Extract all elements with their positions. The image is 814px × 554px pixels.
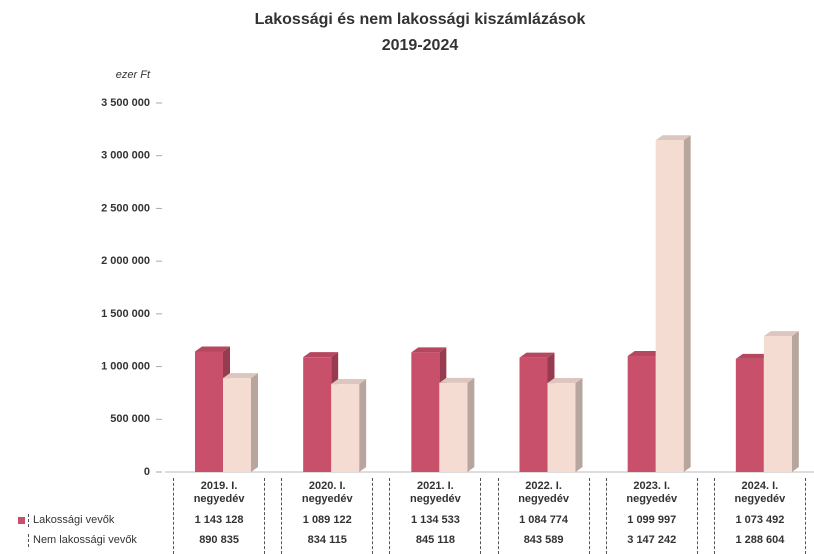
y-tick-label: 1 000 000	[101, 360, 150, 372]
bar	[411, 352, 440, 472]
category-label: 2019. I. negyedév	[173, 478, 266, 554]
chart-title: Lakossági és nem lakossági kiszámlázások	[255, 11, 586, 28]
y-tick-label: 1 500 000	[101, 308, 150, 320]
data-table-value: 1 134 533	[410, 514, 460, 526]
bar-depth	[683, 135, 691, 472]
bar-top	[627, 351, 663, 357]
bar-top	[655, 135, 691, 141]
data-table-value: 1 143 128	[194, 514, 244, 526]
y-tick-label: 3 000 000	[101, 150, 150, 162]
bar-top	[519, 352, 555, 358]
bar	[547, 383, 576, 472]
bar	[763, 336, 792, 472]
bar-top	[411, 347, 447, 353]
bar-top	[735, 353, 771, 359]
bar-top	[303, 352, 339, 358]
data-table-value: 834 115	[307, 534, 347, 546]
data-table-value: 845 118	[415, 534, 455, 546]
bar	[627, 356, 656, 472]
y-tick-label: 3 500 000	[101, 97, 150, 109]
bar-top	[439, 377, 475, 383]
bar	[519, 357, 548, 472]
bar	[735, 358, 764, 472]
bar-depth	[575, 378, 583, 472]
bar-top	[763, 331, 799, 337]
y-tick-label: 0	[144, 466, 150, 478]
category-label: 2023. I. negyedév	[605, 478, 698, 554]
data-table-value: 1 084 774	[519, 514, 569, 526]
data-table-value: 843 589	[523, 534, 564, 546]
chart-subtitle: 2019-2024	[382, 37, 459, 54]
bar	[195, 351, 223, 472]
legend-entry: Lakossági vevők	[28, 514, 163, 527]
bar-depth	[467, 377, 475, 472]
data-table-value: 1 089 122	[302, 514, 352, 526]
category-label: 2024. I. negyedév	[713, 478, 806, 554]
legend-entry: Nem lakossági vevők	[28, 534, 163, 547]
category-label: 2022. I. negyedév	[497, 478, 590, 554]
legend-swatch	[18, 517, 25, 524]
category-label: 2020. I. negyedév	[281, 478, 374, 554]
bar	[655, 140, 684, 472]
y-tick-label: 2 500 000	[101, 202, 150, 214]
bar	[223, 378, 251, 472]
bar	[303, 357, 332, 472]
data-table-value: 3 147 242	[627, 534, 677, 546]
bar-top	[331, 379, 367, 385]
bar-top	[223, 373, 258, 379]
data-table-value: 1 288 604	[735, 534, 785, 546]
category-label: 2021. I. negyedév	[389, 478, 482, 554]
data-table-value: 890 835	[199, 534, 239, 546]
bar-depth	[791, 331, 799, 472]
bar-depth	[251, 373, 258, 472]
bar	[439, 382, 468, 472]
bar-top	[547, 378, 583, 384]
bar	[331, 384, 360, 472]
bar-depth	[359, 379, 367, 472]
y-tick-label: 500 000	[110, 413, 150, 425]
data-table-value: 1 099 997	[627, 514, 677, 526]
data-table-value: 1 073 492	[735, 514, 785, 526]
y-axis-label: ezer Ft	[116, 69, 151, 81]
y-tick-label: 2 000 000	[101, 255, 150, 267]
bar-top	[195, 346, 230, 352]
